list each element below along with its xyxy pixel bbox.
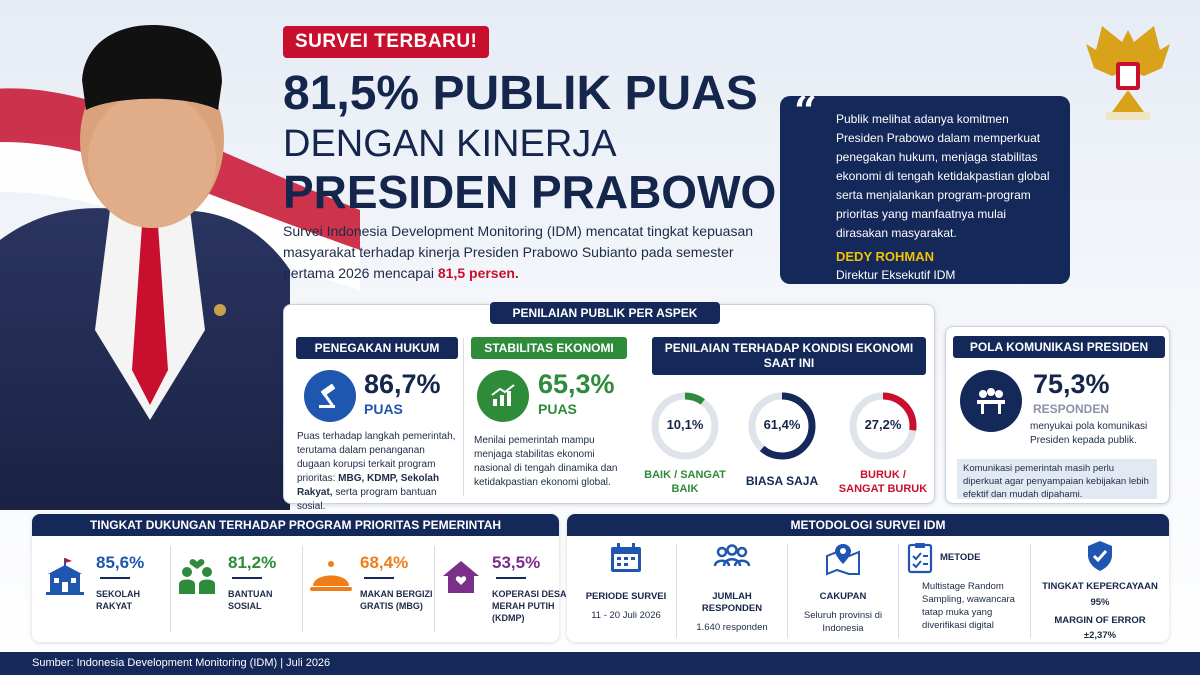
metode-cakupan: CAKUPAN Seluruh provinsi di Indonesia	[793, 542, 893, 640]
divider	[1030, 544, 1031, 638]
shield-check-icon	[1088, 541, 1112, 571]
ekonomi-description: Menilai pemerintah mampu menjaga stabili…	[474, 435, 618, 488]
kondisi-donut-1	[748, 392, 816, 460]
divider	[434, 546, 435, 632]
headline-line-2: DENGAN KINERJA	[283, 123, 617, 165]
intro-text: Survei Indonesia Development Monitoring …	[283, 223, 754, 281]
metode-responden: JUMLAH RESPONDEN 1.640 responden	[682, 542, 782, 640]
map-pin-icon	[826, 544, 860, 576]
metode-head: METODE	[940, 552, 981, 563]
metode-value: Multistage Random Sampling, wawancara ta…	[922, 581, 1015, 631]
aspect-panel-title: PENILAIAN PUBLIK PER ASPEK	[490, 302, 720, 324]
quote-box: “ Publik melihat adanya komitmen Preside…	[780, 88, 1070, 284]
dukungan-title: TINGKAT DUKUNGAN TERHADAP PROGRAM PRIORI…	[32, 514, 559, 536]
cakupan-value: Seluruh provinsi di Indonesia	[803, 610, 883, 634]
gavel-icon	[304, 370, 356, 422]
kondisi-value: 27,2%	[864, 417, 902, 432]
hukum-percent: 86,7%	[364, 369, 441, 399]
calendar-icon	[611, 543, 641, 572]
margin-value: ±2,37%	[1083, 630, 1117, 641]
headline-line-3: PRESIDEN PRABOWO	[283, 166, 777, 218]
garuda-emblem-icon	[1086, 26, 1170, 120]
dukungan-percent: 53,5%	[492, 553, 541, 572]
kondisi-label: BAIK / SANGAT BAIK	[644, 469, 726, 495]
hukum-unit: PUAS	[364, 401, 403, 417]
footer-source: Sumber: Indonesia Development Monitoring…	[0, 652, 1200, 675]
quote-author-role: Direktur Eksekutif IDM	[836, 268, 956, 282]
donut-arc	[849, 392, 917, 460]
meeting-icon	[960, 370, 1022, 432]
family-icon	[176, 556, 218, 601]
kepercayaan-head: TINGKAT KEPERCAYAAN	[1042, 581, 1158, 592]
pola-description: menyukai pola komunikasi Presiden kepada…	[1030, 421, 1148, 446]
dukungan-underline	[364, 577, 394, 579]
dukungan-label: MAKAN BERGIZI GRATIS (MBG)	[360, 589, 433, 611]
dukungan-underline	[100, 577, 130, 579]
dukungan-label: KOPERASI DESA MERAH PUTIH (KDMP)	[492, 589, 567, 623]
kondisi-donut-2	[849, 392, 917, 460]
headline-line-1: 81,5% PUBLIK PUAS	[283, 67, 758, 120]
cakupan-head: CAKUPAN	[819, 591, 867, 602]
quote-text: Publik melihat adanya komitmen Presiden …	[836, 112, 1050, 240]
ekonomi-percent: 65,3%	[538, 369, 615, 399]
metode-metode: METODE Multistage Random Sampling, wawan…	[906, 542, 1022, 640]
clipboard-icon	[907, 543, 933, 574]
hukum-desc-bold: MBG, KDMP, Sekolah Rakyat,	[297, 473, 440, 498]
kondisi-label: BIASA SAJA	[745, 474, 819, 488]
divider	[898, 544, 899, 638]
kondisi-label: BURUK / SANGAT BURUK	[838, 469, 928, 495]
periode-head: PERIODE SURVEI	[585, 591, 667, 602]
dukungan-percent: 85,6%	[96, 553, 145, 572]
dukungan-label: BANTUAN SOSIAL	[228, 589, 273, 611]
kondisi-value: 10,1%	[666, 417, 704, 432]
quote-mark-icon: “	[794, 88, 818, 135]
intro-highlight: 81,5 persen.	[437, 265, 519, 281]
hukum-desc-tail: serta program bantuan sosial.	[297, 487, 437, 512]
metode-periode: PERIODE SURVEI 11 - 20 Juli 2026	[580, 542, 672, 640]
survey-badge: SURVEI TERBARU!	[283, 26, 490, 58]
people-icon	[713, 544, 751, 567]
dukungan-underline	[232, 577, 262, 579]
divider	[170, 546, 171, 632]
divider	[302, 546, 303, 632]
president-portrait	[0, 25, 290, 510]
kondisi-value: 61,4%	[763, 417, 801, 432]
metodologi-title: METODOLOGI SURVEI IDM	[567, 514, 1169, 536]
pola-percent: 75,3%	[1033, 369, 1110, 399]
divider	[787, 544, 788, 638]
responden-value: 1.640 responden	[696, 622, 768, 633]
ekonomi-card-title: STABILITAS EKONOMI	[471, 337, 627, 359]
hukum-card-title: PENEGAKAN HUKUM	[296, 337, 458, 359]
school-icon	[44, 556, 86, 601]
dukungan-label: SEKOLAH RAKYAT	[96, 589, 141, 611]
kondisi-donut-0	[651, 392, 719, 460]
responden-head: JUMLAH RESPONDEN	[701, 591, 763, 614]
kondisi-card-title: PENILAIAN TERHADAP KONDISI EKONOMI SAAT …	[652, 337, 926, 375]
food-icon	[308, 556, 354, 601]
pola-note: Komunikasi pemerintah masih perlu diperk…	[957, 459, 1157, 500]
house-icon	[440, 556, 482, 601]
hukum-description: Puas terhadap langkah pemerintah, teruta…	[297, 430, 457, 514]
hukum-desc-text: Puas terhadap langkah pemerintah, teruta…	[297, 431, 456, 484]
divider	[676, 544, 677, 638]
donut-arc	[748, 392, 816, 460]
donut-arc	[651, 392, 719, 460]
kepercayaan-value: 95%	[1090, 597, 1110, 608]
periode-value: 11 - 20 Juli 2026	[591, 610, 661, 621]
pola-unit: RESPONDEN	[1033, 402, 1110, 416]
pola-card-title: POLA KOMUNIKASI PRESIDEN	[953, 336, 1165, 358]
margin-head: MARGIN OF ERROR	[1054, 615, 1146, 626]
quote-author: DEDY ROHMAN	[836, 249, 934, 264]
dukungan-percent: 68,4%	[360, 553, 409, 572]
metode-kepercayaan: TINGKAT KEPERCAYAAN 95% MARGIN OF ERROR …	[1036, 540, 1164, 641]
ekonomi-unit: PUAS	[538, 401, 577, 417]
dukungan-percent: 81,2%	[228, 553, 277, 572]
growth-chart-icon	[477, 370, 529, 422]
dukungan-underline	[496, 577, 526, 579]
intro-paragraph: Survei Indonesia Development Monitoring …	[283, 221, 763, 284]
divider	[463, 338, 464, 496]
